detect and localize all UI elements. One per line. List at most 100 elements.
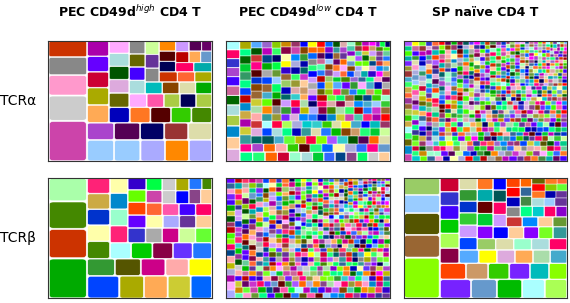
Bar xyxy=(426,46,433,50)
Bar xyxy=(337,266,343,271)
Bar xyxy=(329,185,334,189)
Bar xyxy=(242,198,249,204)
Bar xyxy=(535,105,540,110)
Bar xyxy=(299,144,310,152)
Bar xyxy=(329,231,335,235)
Bar xyxy=(341,281,348,287)
Bar xyxy=(226,269,235,275)
Bar xyxy=(515,48,520,51)
Bar xyxy=(363,184,368,188)
FancyBboxPatch shape xyxy=(180,216,196,228)
Bar xyxy=(283,266,290,271)
Bar xyxy=(308,248,314,252)
Bar xyxy=(288,200,295,204)
Text: TCRβ: TCRβ xyxy=(1,231,36,245)
Bar xyxy=(288,182,295,187)
Bar xyxy=(339,178,344,182)
Bar xyxy=(256,207,263,212)
FancyBboxPatch shape xyxy=(189,41,201,51)
Bar xyxy=(339,252,345,257)
Bar xyxy=(563,83,567,86)
Bar xyxy=(385,197,389,201)
Bar xyxy=(526,97,531,101)
FancyBboxPatch shape xyxy=(226,116,239,126)
Bar xyxy=(344,201,348,205)
Bar xyxy=(240,80,251,88)
Bar xyxy=(433,112,439,117)
Bar xyxy=(335,231,340,235)
Bar xyxy=(522,94,527,97)
Bar xyxy=(515,118,521,122)
Bar xyxy=(433,55,439,60)
Bar xyxy=(383,61,389,66)
Bar xyxy=(330,271,337,276)
Bar xyxy=(420,156,428,161)
Bar xyxy=(547,141,554,146)
Bar xyxy=(263,217,270,222)
Bar xyxy=(490,94,496,97)
Bar xyxy=(270,229,276,234)
Bar xyxy=(282,234,288,238)
Bar xyxy=(270,192,276,196)
FancyBboxPatch shape xyxy=(88,140,113,161)
Bar xyxy=(354,287,361,292)
Bar xyxy=(333,262,339,266)
Bar xyxy=(300,94,308,100)
Bar xyxy=(292,128,302,136)
Bar xyxy=(404,93,412,98)
Bar xyxy=(474,53,480,57)
Bar xyxy=(359,201,363,205)
Bar xyxy=(348,136,359,144)
Bar xyxy=(226,282,235,290)
Bar xyxy=(353,195,359,198)
Bar xyxy=(469,67,474,71)
Bar xyxy=(343,266,350,271)
Bar xyxy=(519,127,524,132)
Bar xyxy=(453,141,460,146)
Bar xyxy=(340,53,347,59)
Bar xyxy=(548,76,553,79)
Bar xyxy=(506,51,511,55)
Bar xyxy=(404,133,412,139)
Bar xyxy=(360,128,370,136)
Bar xyxy=(524,50,529,53)
Bar xyxy=(235,243,242,248)
FancyBboxPatch shape xyxy=(160,51,175,61)
Bar xyxy=(339,248,345,252)
Bar xyxy=(295,191,301,195)
Bar xyxy=(363,61,369,66)
Bar xyxy=(242,183,249,188)
Bar xyxy=(226,205,235,211)
Bar xyxy=(263,188,270,193)
Bar xyxy=(445,109,451,113)
Bar xyxy=(538,41,542,44)
Bar xyxy=(325,47,333,53)
Bar xyxy=(308,101,317,107)
Text: TCRα: TCRα xyxy=(1,94,36,108)
Bar xyxy=(529,101,535,105)
Bar xyxy=(500,86,506,90)
Bar xyxy=(249,193,256,198)
Bar xyxy=(256,222,263,227)
FancyBboxPatch shape xyxy=(404,195,439,213)
Bar xyxy=(282,192,288,196)
Bar xyxy=(276,201,282,206)
Bar xyxy=(249,204,256,209)
Bar xyxy=(480,77,485,81)
Bar xyxy=(369,51,376,56)
Bar xyxy=(226,245,235,251)
Bar xyxy=(500,67,506,71)
Bar xyxy=(240,64,251,72)
Bar xyxy=(249,235,256,240)
Bar xyxy=(256,217,263,222)
Bar xyxy=(376,47,382,51)
Bar xyxy=(334,223,340,227)
FancyBboxPatch shape xyxy=(129,54,145,67)
Bar xyxy=(355,276,362,281)
Bar xyxy=(518,105,524,110)
Bar xyxy=(317,101,327,107)
FancyBboxPatch shape xyxy=(524,227,538,238)
Bar xyxy=(359,188,363,191)
Bar xyxy=(263,232,270,237)
Bar xyxy=(384,239,389,244)
